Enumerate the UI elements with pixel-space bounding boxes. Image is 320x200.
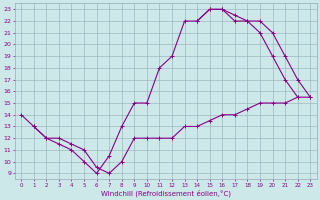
X-axis label: Windchill (Refroidissement éolien,°C): Windchill (Refroidissement éolien,°C) [101,189,231,197]
